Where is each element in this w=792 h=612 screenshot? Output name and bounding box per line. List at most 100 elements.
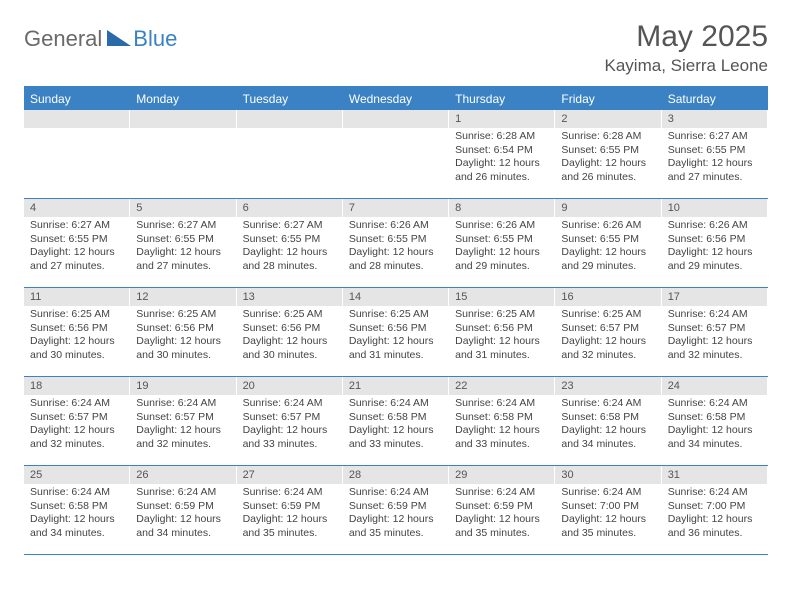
sunrise-text: Sunrise: 6:24 AM <box>561 486 654 500</box>
day-number: 19 <box>130 377 235 395</box>
logo-sail-icon <box>107 30 131 46</box>
sunrise-text: Sunrise: 6:26 AM <box>668 219 761 233</box>
day-details: Sunrise: 6:26 AMSunset: 6:56 PMDaylight:… <box>662 217 767 278</box>
day-details: Sunrise: 6:24 AMSunset: 7:00 PMDaylight:… <box>662 484 767 545</box>
header: General Blue May 2025 Kayima, Sierra Leo… <box>24 20 768 76</box>
sunrise-text: Sunrise: 6:24 AM <box>668 486 761 500</box>
day-details: Sunrise: 6:28 AMSunset: 6:54 PMDaylight:… <box>449 128 554 189</box>
sunset-text: Sunset: 6:55 PM <box>455 233 548 247</box>
day-details: Sunrise: 6:27 AMSunset: 6:55 PMDaylight:… <box>24 217 129 278</box>
day-number: 5 <box>130 199 235 217</box>
daylight-text: Daylight: 12 hours and 33 minutes. <box>455 424 548 451</box>
calendar-cell: 9Sunrise: 6:26 AMSunset: 6:55 PMDaylight… <box>555 199 661 287</box>
calendar-cell: 13Sunrise: 6:25 AMSunset: 6:56 PMDayligh… <box>237 288 343 376</box>
sunrise-text: Sunrise: 6:27 AM <box>136 219 229 233</box>
calendar-cell <box>237 110 343 198</box>
day-details: Sunrise: 6:24 AMSunset: 6:58 PMDaylight:… <box>662 395 767 456</box>
day-details: Sunrise: 6:25 AMSunset: 6:56 PMDaylight:… <box>130 306 235 367</box>
day-header-row: SundayMondayTuesdayWednesdayThursdayFrid… <box>24 88 768 110</box>
week-row: 11Sunrise: 6:25 AMSunset: 6:56 PMDayligh… <box>24 288 768 377</box>
sunset-text: Sunset: 6:58 PM <box>349 411 442 425</box>
sunset-text: Sunset: 6:57 PM <box>30 411 123 425</box>
daylight-text: Daylight: 12 hours and 29 minutes. <box>561 246 654 273</box>
daylight-text: Daylight: 12 hours and 35 minutes. <box>561 513 654 540</box>
week-row: 18Sunrise: 6:24 AMSunset: 6:57 PMDayligh… <box>24 377 768 466</box>
sunrise-text: Sunrise: 6:24 AM <box>136 397 229 411</box>
day-header: Wednesday <box>343 88 449 110</box>
sunset-text: Sunset: 6:55 PM <box>561 144 654 158</box>
sunset-text: Sunset: 7:00 PM <box>668 500 761 514</box>
day-number: 1 <box>449 110 554 128</box>
day-number: 4 <box>24 199 129 217</box>
daylight-text: Daylight: 12 hours and 34 minutes. <box>136 513 229 540</box>
daylight-text: Daylight: 12 hours and 32 minutes. <box>30 424 123 451</box>
daylight-text: Daylight: 12 hours and 27 minutes. <box>136 246 229 273</box>
calendar-cell: 26Sunrise: 6:24 AMSunset: 6:59 PMDayligh… <box>130 466 236 554</box>
title-block: May 2025 Kayima, Sierra Leone <box>605 20 768 76</box>
sunrise-text: Sunrise: 6:28 AM <box>561 130 654 144</box>
sunset-text: Sunset: 6:59 PM <box>136 500 229 514</box>
daylight-text: Daylight: 12 hours and 27 minutes. <box>30 246 123 273</box>
day-number: 18 <box>24 377 129 395</box>
calendar-cell: 20Sunrise: 6:24 AMSunset: 6:57 PMDayligh… <box>237 377 343 465</box>
day-details: Sunrise: 6:28 AMSunset: 6:55 PMDaylight:… <box>555 128 660 189</box>
day-details: Sunrise: 6:25 AMSunset: 6:56 PMDaylight:… <box>343 306 448 367</box>
calendar-cell: 14Sunrise: 6:25 AMSunset: 6:56 PMDayligh… <box>343 288 449 376</box>
day-details: Sunrise: 6:26 AMSunset: 6:55 PMDaylight:… <box>449 217 554 278</box>
location-label: Kayima, Sierra Leone <box>605 56 768 76</box>
calendar-cell <box>24 110 130 198</box>
sunrise-text: Sunrise: 6:26 AM <box>561 219 654 233</box>
day-number: 8 <box>449 199 554 217</box>
logo-text-general: General <box>24 26 102 52</box>
sunset-text: Sunset: 6:57 PM <box>561 322 654 336</box>
sunrise-text: Sunrise: 6:24 AM <box>136 486 229 500</box>
daylight-text: Daylight: 12 hours and 34 minutes. <box>668 424 761 451</box>
day-number: 28 <box>343 466 448 484</box>
daylight-text: Daylight: 12 hours and 33 minutes. <box>349 424 442 451</box>
calendar-cell: 16Sunrise: 6:25 AMSunset: 6:57 PMDayligh… <box>555 288 661 376</box>
sunrise-text: Sunrise: 6:27 AM <box>243 219 336 233</box>
calendar-cell: 12Sunrise: 6:25 AMSunset: 6:56 PMDayligh… <box>130 288 236 376</box>
sunset-text: Sunset: 6:59 PM <box>243 500 336 514</box>
sunset-text: Sunset: 6:55 PM <box>349 233 442 247</box>
day-details: Sunrise: 6:25 AMSunset: 6:56 PMDaylight:… <box>449 306 554 367</box>
sunrise-text: Sunrise: 6:24 AM <box>30 397 123 411</box>
daylight-text: Daylight: 12 hours and 28 minutes. <box>243 246 336 273</box>
day-number: 22 <box>449 377 554 395</box>
day-number: 13 <box>237 288 342 306</box>
sunrise-text: Sunrise: 6:27 AM <box>30 219 123 233</box>
sunset-text: Sunset: 6:55 PM <box>561 233 654 247</box>
calendar-cell: 19Sunrise: 6:24 AMSunset: 6:57 PMDayligh… <box>130 377 236 465</box>
sunset-text: Sunset: 6:54 PM <box>455 144 548 158</box>
day-details: Sunrise: 6:26 AMSunset: 6:55 PMDaylight:… <box>555 217 660 278</box>
sunrise-text: Sunrise: 6:28 AM <box>455 130 548 144</box>
sunset-text: Sunset: 6:59 PM <box>455 500 548 514</box>
sunset-text: Sunset: 6:56 PM <box>136 322 229 336</box>
calendar-cell: 3Sunrise: 6:27 AMSunset: 6:55 PMDaylight… <box>662 110 768 198</box>
day-number: 7 <box>343 199 448 217</box>
day-number: 6 <box>237 199 342 217</box>
calendar-cell <box>130 110 236 198</box>
day-number <box>343 110 448 128</box>
daylight-text: Daylight: 12 hours and 32 minutes. <box>136 424 229 451</box>
calendar-cell: 1Sunrise: 6:28 AMSunset: 6:54 PMDaylight… <box>449 110 555 198</box>
sunrise-text: Sunrise: 6:24 AM <box>561 397 654 411</box>
sunrise-text: Sunrise: 6:25 AM <box>30 308 123 322</box>
day-number <box>237 110 342 128</box>
calendar-cell: 23Sunrise: 6:24 AMSunset: 6:58 PMDayligh… <box>555 377 661 465</box>
sunrise-text: Sunrise: 6:24 AM <box>668 308 761 322</box>
day-number: 25 <box>24 466 129 484</box>
day-details: Sunrise: 6:24 AMSunset: 6:57 PMDaylight:… <box>130 395 235 456</box>
daylight-text: Daylight: 12 hours and 32 minutes. <box>668 335 761 362</box>
sunset-text: Sunset: 6:58 PM <box>668 411 761 425</box>
day-header: Thursday <box>449 88 555 110</box>
daylight-text: Daylight: 12 hours and 30 minutes. <box>30 335 123 362</box>
day-details: Sunrise: 6:27 AMSunset: 6:55 PMDaylight:… <box>662 128 767 189</box>
sunrise-text: Sunrise: 6:25 AM <box>136 308 229 322</box>
daylight-text: Daylight: 12 hours and 32 minutes. <box>561 335 654 362</box>
sunrise-text: Sunrise: 6:24 AM <box>455 397 548 411</box>
sunrise-text: Sunrise: 6:24 AM <box>349 486 442 500</box>
calendar-cell: 25Sunrise: 6:24 AMSunset: 6:58 PMDayligh… <box>24 466 130 554</box>
day-header: Tuesday <box>237 88 343 110</box>
sunset-text: Sunset: 6:56 PM <box>30 322 123 336</box>
